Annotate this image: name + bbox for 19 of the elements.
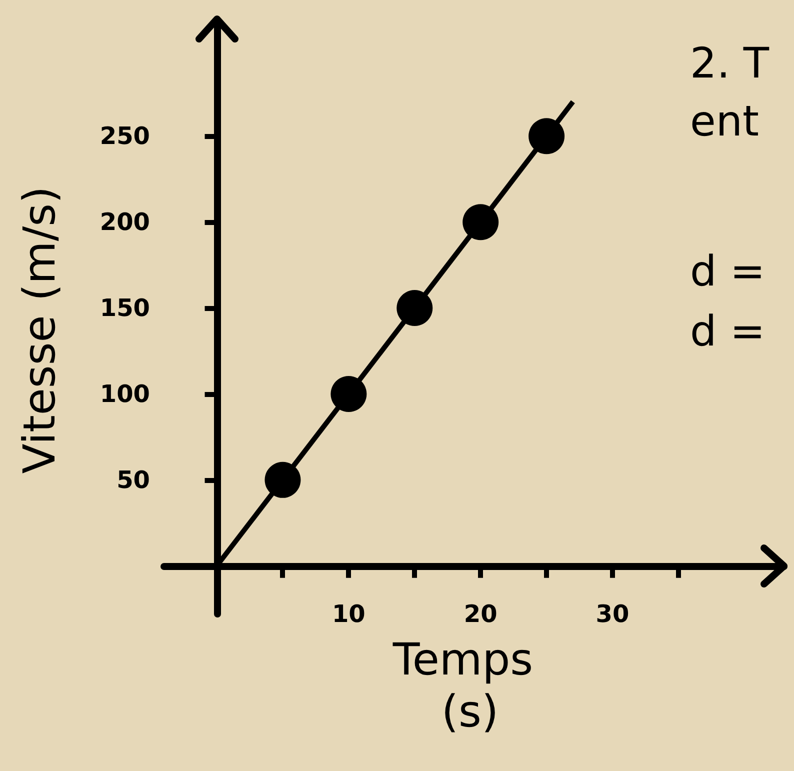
annotation: ent — [690, 96, 759, 146]
annotation: 2. T — [690, 38, 770, 88]
y-tick-label: 50 — [116, 466, 150, 494]
point — [462, 204, 499, 240]
point — [528, 118, 565, 154]
point — [396, 290, 433, 326]
annotation: d = — [690, 246, 766, 296]
x-tick-label: 10 — [332, 600, 366, 628]
x-axis-title: Temps (s) — [392, 634, 548, 738]
y-tick-label: 100 — [100, 380, 150, 408]
point — [330, 376, 367, 412]
annotation: d = — [690, 306, 766, 356]
x-tick-label: 30 — [596, 600, 630, 628]
y-tick-label: 150 — [100, 294, 150, 322]
point — [264, 462, 301, 498]
x-tick-label: 20 — [464, 600, 498, 628]
y-tick-label: 250 — [100, 122, 150, 150]
y-axis-title: Vitesse (m/s) — [14, 186, 66, 474]
y-tick-label: 200 — [100, 208, 150, 236]
